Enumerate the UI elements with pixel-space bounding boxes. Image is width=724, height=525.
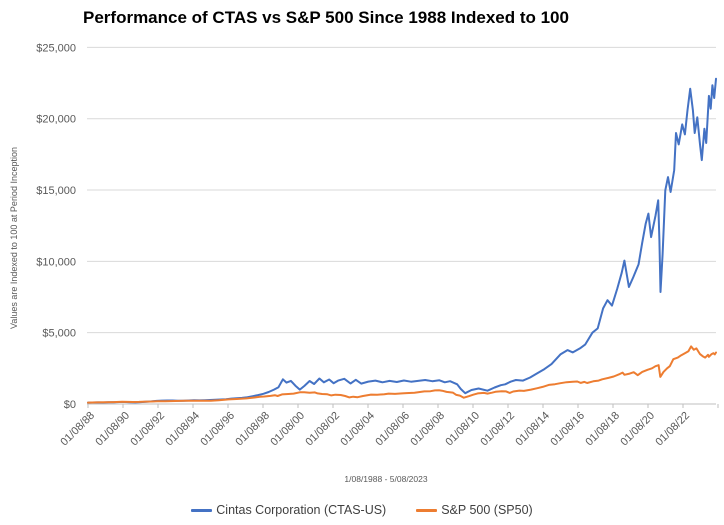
series-line-ctas [87,77,717,404]
legend-swatch-sp500 [416,508,438,512]
x-tick-label: 01/08/04 [338,410,377,449]
x-tick-label: 01/08/18 [583,410,622,449]
legend-label-sp500: S&P 500 (SP50) [441,503,533,517]
legend-item-ctas: Cintas Corporation (CTAS-US) [191,503,386,517]
x-tick-label: 01/08/16 [548,410,587,449]
x-tick-label: 01/08/14 [513,410,552,449]
x-tick-label: 01/08/06 [373,410,412,449]
x-tick-label: 01/08/20 [618,410,657,449]
x-tick-label: 01/08/96 [198,410,237,449]
x-tick-label: 01/08/94 [163,410,202,449]
chart-title: Performance of CTAS vs S&P 500 Since 198… [83,8,569,27]
legend-swatch-ctas [191,508,213,512]
x-tick-label: 01/08/08 [408,410,447,449]
y-tick-label: $0 [64,399,76,411]
y-tick-label: $10,000 [36,256,76,268]
x-axis-caption: 1/08/1988 - 5/08/2023 [344,474,428,484]
x-tick-label: 01/08/22 [653,410,692,449]
x-tick-label: 01/08/10 [443,410,482,449]
chart-legend: Cintas Corporation (CTAS-US) S&P 500 (SP… [0,503,724,517]
x-tick-label: 01/08/90 [93,410,132,449]
legend-label-ctas: Cintas Corporation (CTAS-US) [216,503,387,517]
y-tick-label: $25,000 [36,42,76,54]
legend-item-sp500: S&P 500 (SP50) [416,503,533,517]
y-tick-label: $5,000 [42,328,76,340]
y-tick-label: $20,000 [36,114,76,126]
y-tick-label: $15,000 [36,185,76,197]
series-line-sp500 [87,345,717,404]
x-tick-label: 01/08/02 [303,410,342,449]
x-tick-label: 01/08/92 [128,410,167,449]
y-axis-title: Values are Indexed to 100 at Period Ince… [9,147,19,329]
x-tick-label: 01/08/00 [268,410,307,449]
x-tick-label: 01/08/88 [58,410,97,449]
x-tick-label: 01/08/98 [233,410,272,449]
x-tick-label: 01/08/12 [478,410,517,449]
